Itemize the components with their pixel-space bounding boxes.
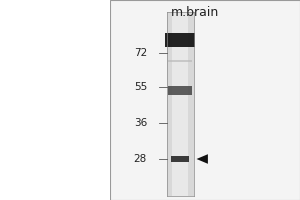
FancyBboxPatch shape [168,60,192,62]
Text: m.brain: m.brain [171,6,219,19]
Text: 72: 72 [134,48,147,58]
FancyBboxPatch shape [171,156,189,162]
Polygon shape [196,154,208,164]
Text: 36: 36 [134,118,147,128]
FancyBboxPatch shape [110,0,300,200]
FancyBboxPatch shape [167,12,194,196]
FancyBboxPatch shape [165,33,195,47]
FancyBboxPatch shape [172,12,188,196]
Text: 55: 55 [134,82,147,92]
Text: 28: 28 [134,154,147,164]
FancyBboxPatch shape [168,86,192,95]
FancyBboxPatch shape [0,0,110,200]
